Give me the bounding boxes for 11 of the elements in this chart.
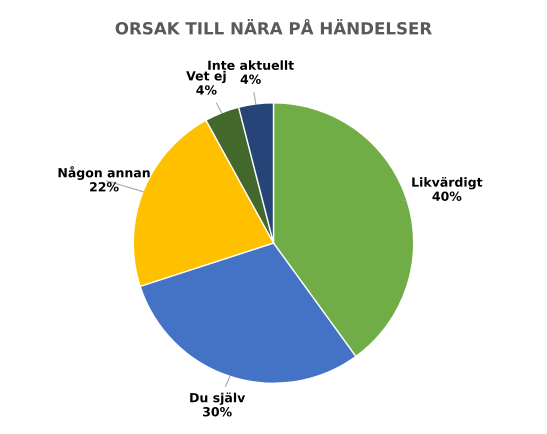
data-label: 30% (203, 407, 232, 416)
data-label: 4% (196, 85, 217, 95)
slice-label: Vet ej (186, 70, 226, 84)
chart-title: ORSAK TILL NÄRA PÅ HÄNDELSER (116, 18, 432, 35)
data-label: 40% (432, 191, 462, 201)
slice-label: Inte aktuellt (208, 60, 294, 70)
data-label: 4% (240, 74, 261, 84)
slice-label: Likvärdigt (412, 176, 482, 190)
slice-label: Någon annan (58, 166, 150, 180)
data-label: 22% (90, 182, 119, 192)
slice-label: Du själv (190, 392, 246, 405)
